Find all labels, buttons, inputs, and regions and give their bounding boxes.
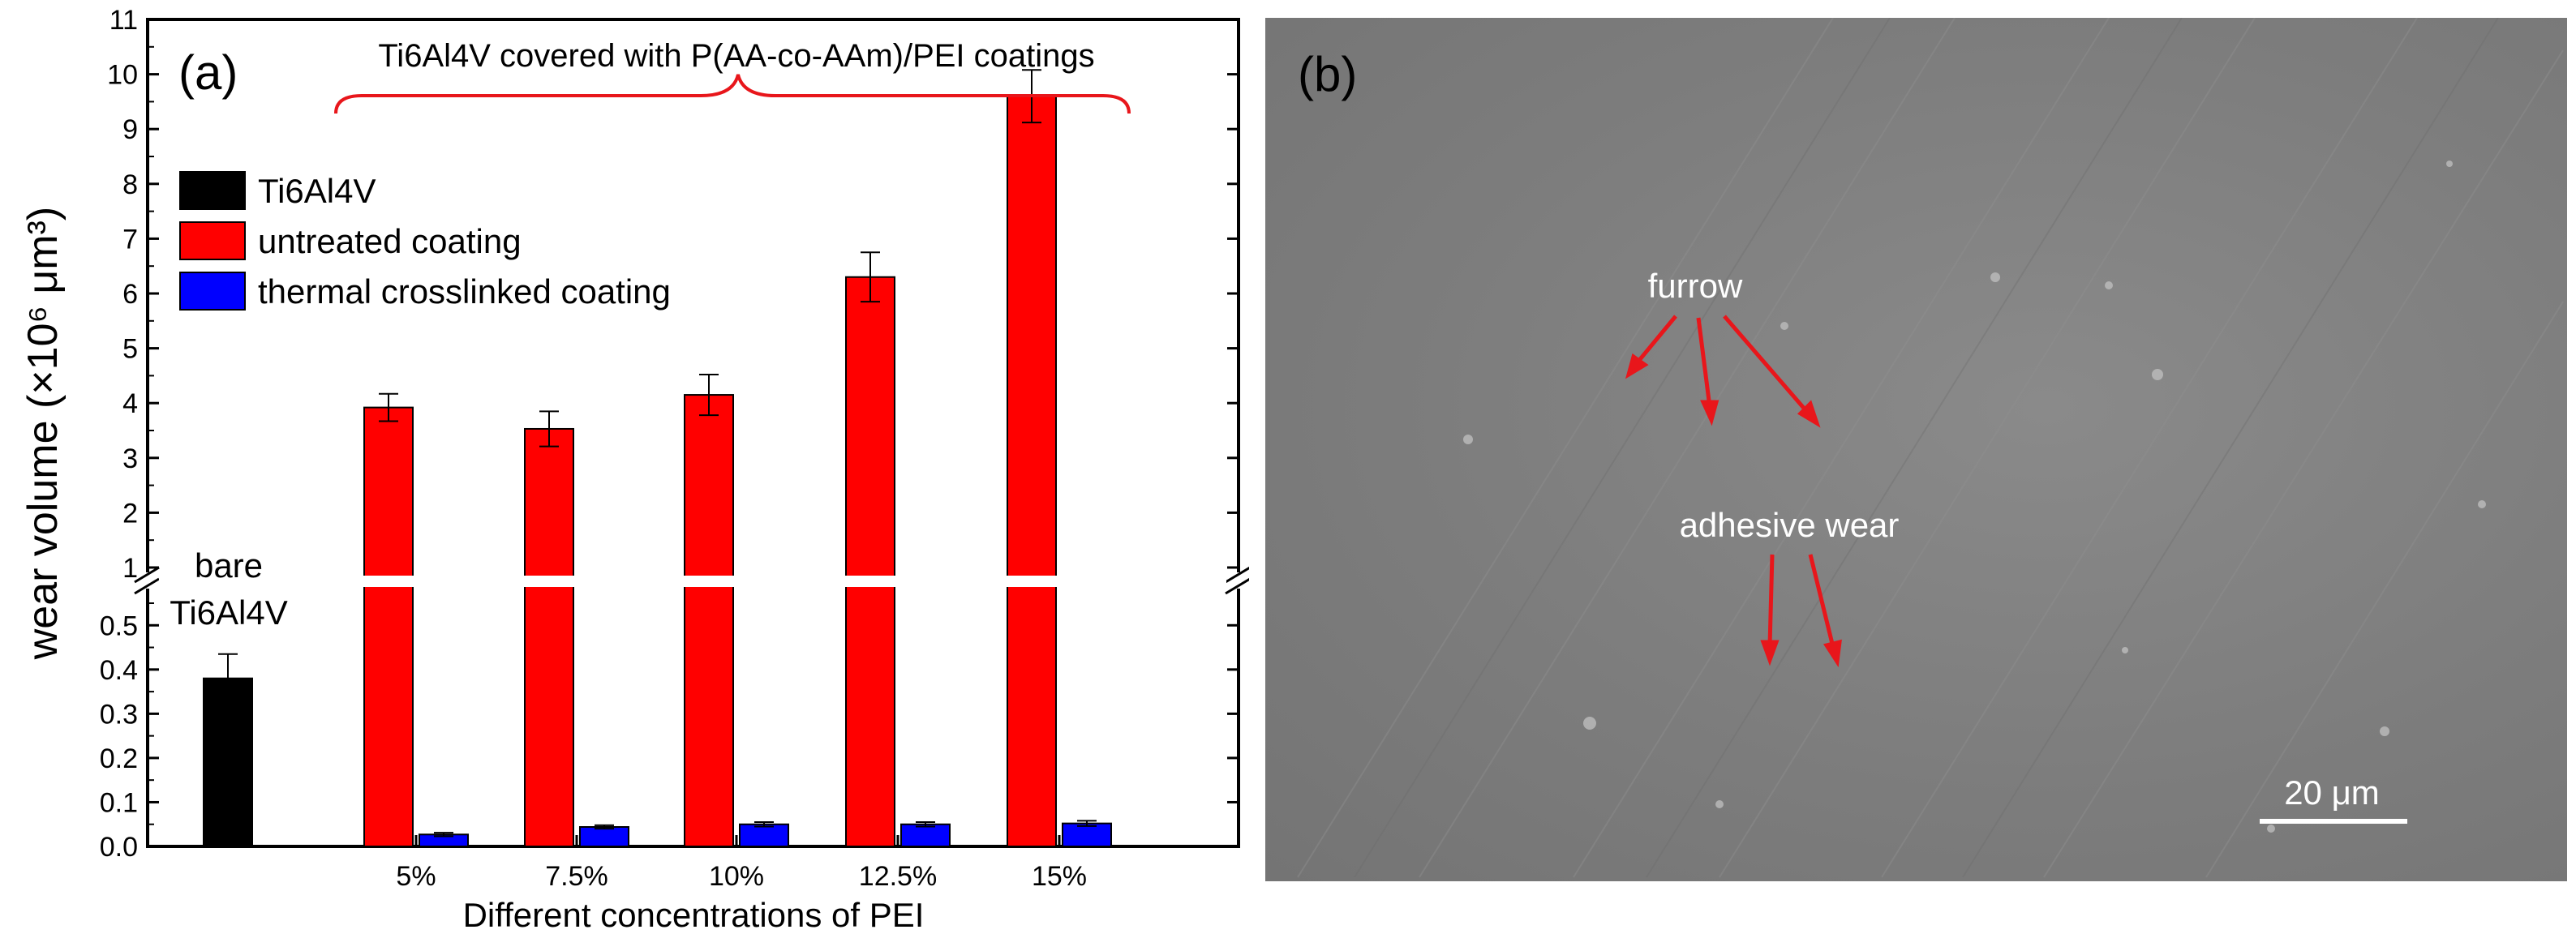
scale-bar: [2260, 819, 2407, 824]
bar-crosslinked: [579, 826, 629, 847]
axis-break-mark-left-1: [134, 566, 160, 584]
y-tick-label: 0.2: [100, 743, 138, 774]
y-tick-label: 4: [122, 388, 138, 419]
axis-break-mark-right-2: [1225, 577, 1249, 595]
bar-break-gap: [159, 576, 1226, 587]
y-tick-label: 5: [122, 334, 138, 365]
adhesive-wear-arrows: [1760, 554, 1842, 668]
bracket-brace: [334, 74, 1131, 114]
bar-untreated: [684, 394, 734, 847]
furrow-arrows: [1625, 315, 1821, 428]
y-tick-label: 3: [122, 443, 138, 474]
sem-particles: [1463, 161, 2486, 833]
y-tick-label: 0.4: [100, 655, 138, 686]
legend-label-untreated: untreated coating: [258, 222, 522, 260]
legend: Ti6Al4V untreated coating thermal crossl…: [179, 171, 671, 311]
x-tick-label: 12.5%: [859, 861, 937, 892]
legend-label-crosslinked: thermal crosslinked coating: [258, 272, 671, 311]
axis-break-mark-right-1: [1225, 566, 1249, 584]
bracket-annotation: Ti6Al4V covered with P(AA-co-AAm)/PEI co…: [378, 38, 1094, 74]
chart-panel-a: 0.0 0.1 0.2 0.3 0.4 0.5 1 2 3 4 5 6 7 8 9 10 11 5% 7.5% 10…: [19, 5, 1249, 934]
bar-untreated: [1007, 95, 1057, 847]
furrow-label: furrow: [1648, 267, 1743, 305]
y-tick-label: 8: [122, 169, 138, 200]
bar-ti6al4v: [203, 677, 253, 848]
panel-a-label: (a): [178, 45, 238, 100]
x-tick-label: 5%: [396, 861, 436, 892]
y-tick-label: 2: [122, 498, 138, 529]
bar-untreated: [363, 406, 414, 848]
panel-b-label: (b): [1298, 47, 1357, 101]
bare-label-line1: bare: [195, 546, 263, 585]
y-tick-label: 7: [122, 224, 138, 255]
sem-texture: [1297, 18, 2564, 878]
sem-image: (b) furrow adhesive wear 20 μm: [1297, 18, 2564, 878]
y-tick-label: 0.1: [100, 787, 138, 818]
y-tick-label: 11: [109, 5, 138, 36]
x-tick-label: 10%: [709, 861, 764, 892]
bare-label-line2: Ti6Al4V: [170, 593, 288, 632]
x-tick-label: 7.5%: [545, 861, 608, 892]
legend-swatch-crosslinked: [179, 272, 246, 311]
bar-untreated: [524, 427, 574, 847]
y-axis-title: wear volume (×10⁶ μm³): [19, 207, 67, 661]
sem-image-panel-b: (b) furrow adhesive wear 20 μm: [1265, 18, 2567, 881]
x-tick-label: 15%: [1032, 861, 1087, 892]
y-tick-label: 0.5: [100, 610, 138, 641]
legend-swatch-untreated: [179, 221, 246, 260]
y-tick-label: 10: [107, 60, 138, 91]
x-axis-title: Different concentrations of PEI: [463, 896, 925, 934]
y-tick-label: 0.0: [100, 832, 138, 863]
y-tick-label: 9: [122, 114, 138, 145]
sem-texture-dark: [1354, 18, 2499, 878]
legend-label-ti6al4v: Ti6Al4V: [258, 172, 376, 210]
scale-bar-label: 20 μm: [2284, 773, 2380, 812]
y-tick-label: 1: [122, 553, 138, 584]
axis-break-mark-left-2: [134, 577, 160, 595]
y-tick-label: 6: [122, 279, 138, 310]
adhesive-wear-label: adhesive wear: [1680, 506, 1900, 544]
bar-untreated: [845, 276, 895, 848]
y-tick-label: 0.3: [100, 699, 138, 730]
bar-crosslinked: [739, 823, 789, 848]
bar-crosslinked: [900, 823, 951, 848]
legend-swatch-ti6al4v: [179, 171, 246, 210]
